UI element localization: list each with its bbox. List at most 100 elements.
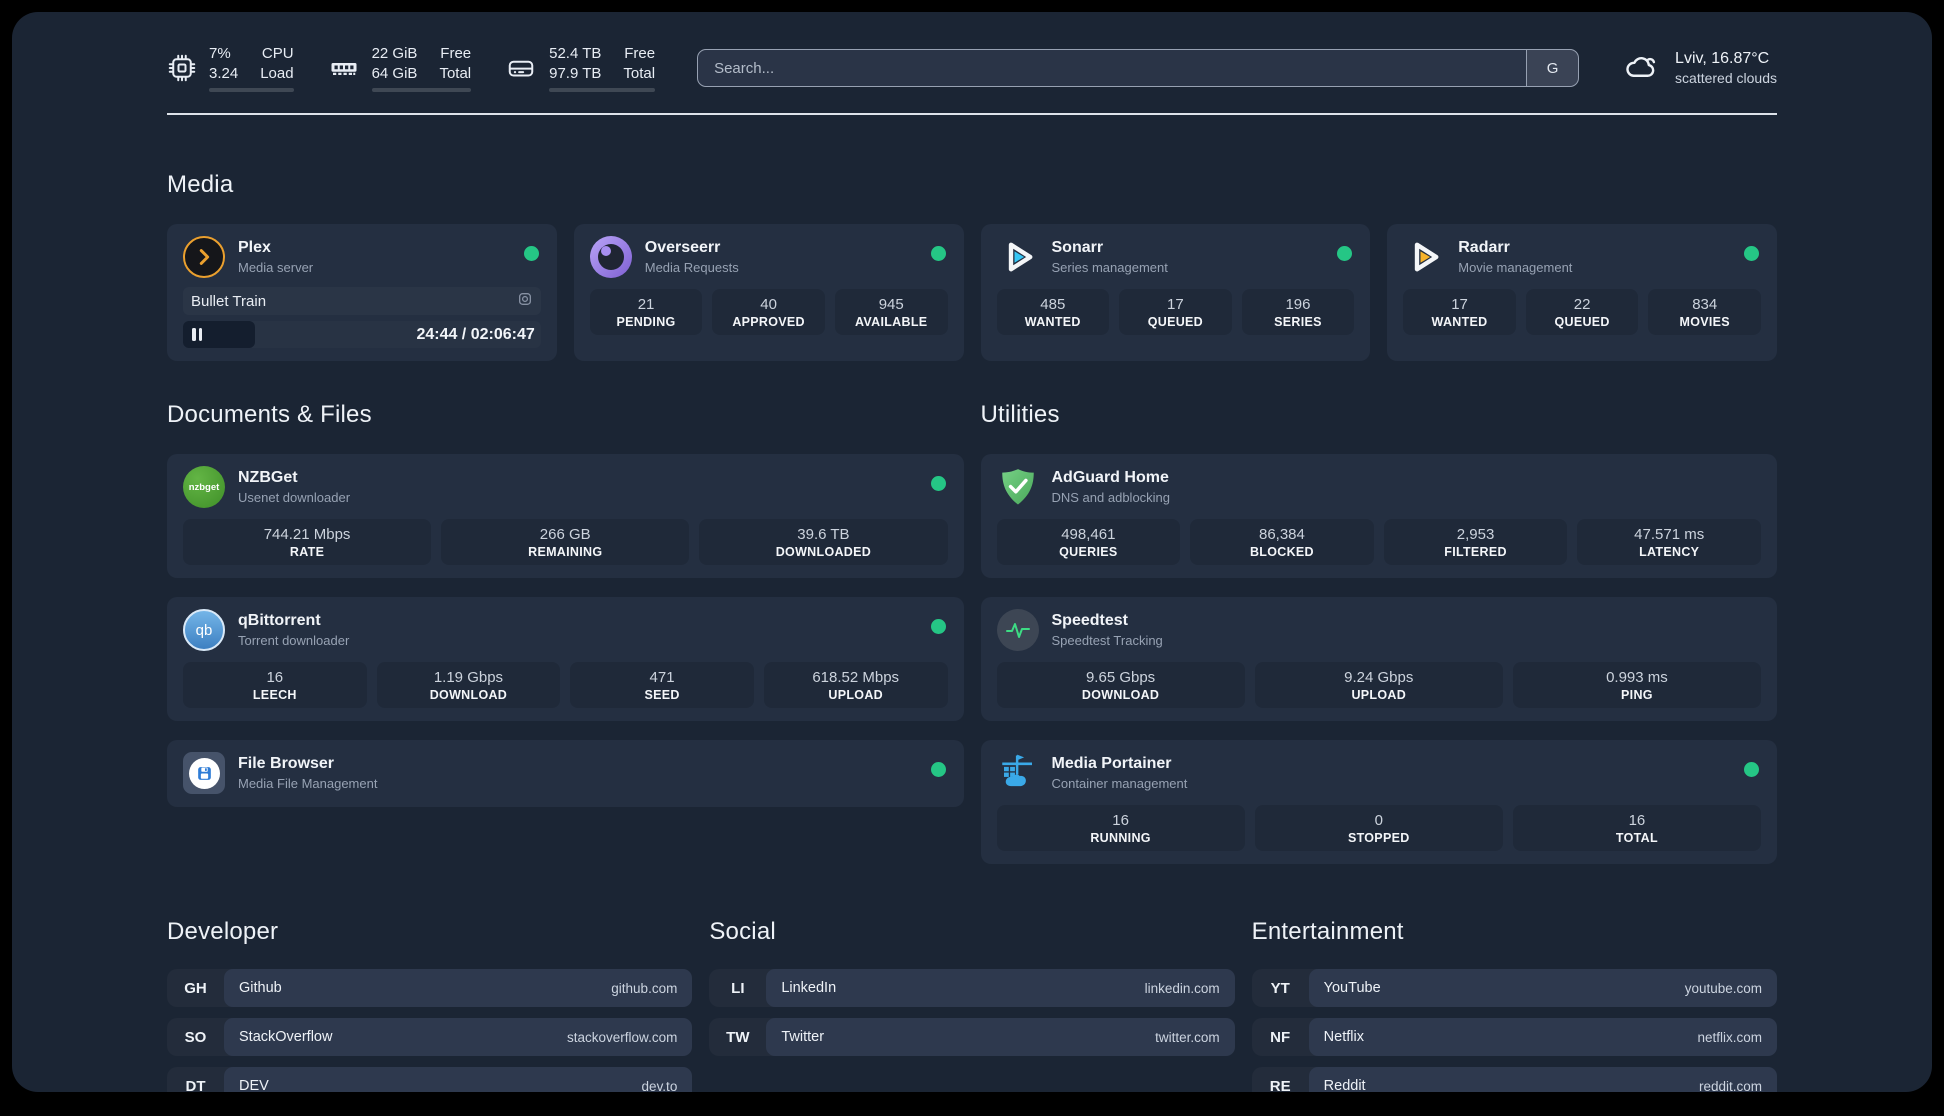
section-utilities: Utilities [980,401,1777,864]
stat-tile: 485 WANTED [996,289,1110,335]
search-provider-button[interactable]: G [1526,50,1579,86]
cpu-load-label: Load [260,64,294,82]
bookmark-group-social: Social LI LinkedIn linkedin.com TW Twitt… [709,918,1235,1056]
service-card-radarr[interactable]: Radarr Movie management 17 WANTED 22 QUE… [1387,224,1777,361]
service-name: Speedtest [1051,612,1128,629]
system-metrics: 7% 3.24 CPU Load [167,44,656,92]
ram-progress-bar [371,88,472,92]
stat-tile: 196 SERIES [1241,289,1355,335]
bookmark-dev[interactable]: DT DEV dev.to [167,1067,693,1093]
weather-condition: scattered clouds [1675,70,1777,86]
stat-tile: 17 WANTED [1403,289,1516,335]
service-name: AdGuard Home [1051,469,1169,486]
bookmark-abbr: SO [184,1028,207,1046]
ram-icon [328,53,360,83]
stat-tile: 266 GB REMAINING [441,519,690,565]
disk-free-label: Free [624,45,656,62]
stat-tile: 471 SEED [570,662,754,708]
bookmark-abbr: GH [184,979,207,997]
disk-progress-bar [549,88,656,92]
cpu-usage-value: 7% [209,45,231,62]
disk-total-value: 97.9 TB [549,64,602,82]
status-dot-online [930,762,946,777]
service-card-nzbget[interactable]: nzbget NZBGet Usenet downloader 744.21 M… [167,454,964,578]
bookmark-name: Reddit [1323,1078,1366,1092]
bookmark-twitter[interactable]: TW Twitter twitter.com [709,1018,1235,1056]
stat-tile: 16 TOTAL [1512,805,1761,851]
status-dot-online [1744,246,1759,261]
disk-icon [505,53,537,83]
bookmark-stackoverflow[interactable]: SO StackOverflow stackoverflow.com [167,1018,693,1056]
service-card-sonarr[interactable]: Sonarr Series management 485 WANTED 17 Q… [980,224,1371,361]
search-input[interactable] [698,50,1527,86]
service-name: NZBGet [238,469,298,486]
status-dot-online [930,476,946,491]
sonarr-icon [997,236,1039,278]
bookmark-url: dev.to [641,1078,678,1093]
cpu-label: CPU [261,45,294,62]
ram-free-label: Free [440,45,472,62]
now-playing-settings-icon [517,291,533,311]
stat-tile: 86,384 BLOCKED [1190,519,1374,565]
bookmark-linkedin[interactable]: LI LinkedIn linkedin.com [709,969,1235,1007]
section-media: Media Plex Media server [167,171,1777,361]
search-bar: G [697,49,1580,87]
bookmark-url: netflix.com [1697,1029,1762,1045]
topbar-divider [167,113,1777,115]
plex-icon [183,236,225,278]
adguard-icon [997,466,1039,508]
cpu-icon [167,53,197,83]
stat-tile: 21 PENDING [589,289,703,335]
service-description: Container management [1051,776,1188,791]
service-description: Media server [238,260,314,275]
bookmark-abbr: LI [731,979,745,997]
stat-tile: 0.993 ms PING [1512,662,1761,708]
bookmark-name: Netflix [1323,1029,1364,1045]
service-description: Movie management [1458,260,1573,275]
service-card-portainer[interactable]: Media Portainer Container management 16 … [980,740,1777,864]
pause-icon [192,328,202,341]
service-card-overseerr[interactable]: Overseerr Media Requests 21 PENDING 40 A… [573,224,964,361]
status-dot-online [1337,246,1353,261]
bookmark-url: github.com [611,980,678,996]
stat-tile: 945 AVAILABLE [834,289,948,335]
cpu-progress-bar [209,88,294,92]
weather-location-temp: Lviv, 16.87°C [1675,50,1770,67]
ram-metric: 22 GiB 64 GiB Free Total [328,44,472,92]
bookmark-url: youtube.com [1684,980,1762,996]
ram-total-value: 64 GiB [371,64,418,82]
filebrowser-icon [183,752,225,794]
bookmark-youtube[interactable]: YT YouTube youtube.com [1252,969,1777,1007]
service-card-speedtest[interactable]: Speedtest Speedtest Tracking 9.65 Gbps D… [980,597,1777,721]
stat-tile: 17 QUEUED [1119,289,1232,335]
service-card-qbittorrent[interactable]: qb qBittorrent Torrent downloader 16 [167,597,964,721]
ram-free-value: 22 GiB [371,45,418,62]
stat-tile: 47.571 ms LATENCY [1577,519,1761,565]
bookmark-reddit[interactable]: RE Reddit reddit.com [1252,1067,1777,1092]
bookmark-url: twitter.com [1155,1029,1220,1045]
section-title-utilities: Utilities [980,401,1060,428]
stat-tile: 16 RUNNING [996,805,1245,851]
section-title-documents: Documents & Files [167,401,372,428]
bookmark-netflix[interactable]: NF Netflix netflix.com [1252,1018,1777,1056]
bookmark-abbr: RE [1269,1077,1291,1093]
cpu-load-value: 3.24 [209,64,239,82]
disk-total-label: Total [623,64,656,82]
service-description: Media File Management [238,776,378,791]
service-card-plex[interactable]: Plex Media server Bullet Train [167,224,557,361]
disk-free-value: 52.4 TB [549,45,602,62]
service-card-adguard[interactable]: AdGuard Home DNS and adblocking 498,461 … [980,454,1777,578]
cloud-icon [1621,48,1661,89]
service-name: Overseerr [644,239,721,256]
radarr-icon [1403,236,1445,278]
stat-tile: 9.65 Gbps DOWNLOAD [996,662,1245,708]
service-card-filebrowser[interactable]: File Browser Media File Management [167,740,964,807]
section-title-social: Social [709,918,776,945]
overseerr-icon [589,236,632,278]
bookmark-abbr: NF [1270,1028,1291,1046]
status-dot-online [523,246,539,261]
portainer-icon [997,752,1039,794]
bookmark-github[interactable]: GH Github github.com [167,969,693,1007]
service-description: Speedtest Tracking [1051,633,1163,648]
weather-widget: Lviv, 16.87°C scattered clouds [1621,48,1777,89]
